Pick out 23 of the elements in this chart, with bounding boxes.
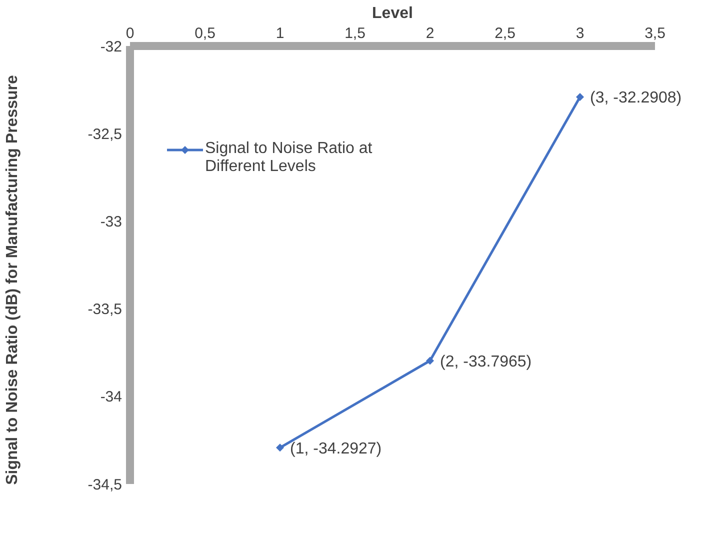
x-tick-label: 3	[576, 25, 584, 42]
x-tick-label: 1,5	[344, 25, 366, 42]
x-tick-label: 0,5	[194, 25, 216, 42]
y-tick-label: -33,5	[88, 301, 122, 318]
y-tick-label: -34	[100, 388, 122, 406]
point	[426, 356, 434, 365]
y-axis-title: Signal to Noise Ratio (dB) for Manufacturing Pressure	[3, 74, 22, 487]
x-axis-title: Level	[372, 5, 413, 22]
x-tick-label: 2	[426, 25, 434, 42]
x-tick-label: 2,5	[494, 25, 516, 42]
x-tick-label: 1	[276, 25, 284, 42]
y-tick-label: -33	[100, 214, 122, 231]
data-label: (2, -33.7965)	[440, 353, 532, 370]
point	[576, 92, 584, 101]
data-label: (1, -34.2927)	[290, 440, 382, 458]
point	[276, 444, 284, 452]
data-label: (3, -32.2908)	[590, 90, 682, 107]
y-tick-label: -34,5	[88, 476, 122, 494]
legend-label: Signal to Noise Ratio at Different Levels	[205, 140, 374, 176]
x-tick-label: 0	[126, 25, 134, 42]
y-tick-label: -32	[100, 38, 122, 56]
x-tick-label: 3,5	[644, 25, 666, 42]
y-tick-label: -32,5	[88, 126, 122, 143]
